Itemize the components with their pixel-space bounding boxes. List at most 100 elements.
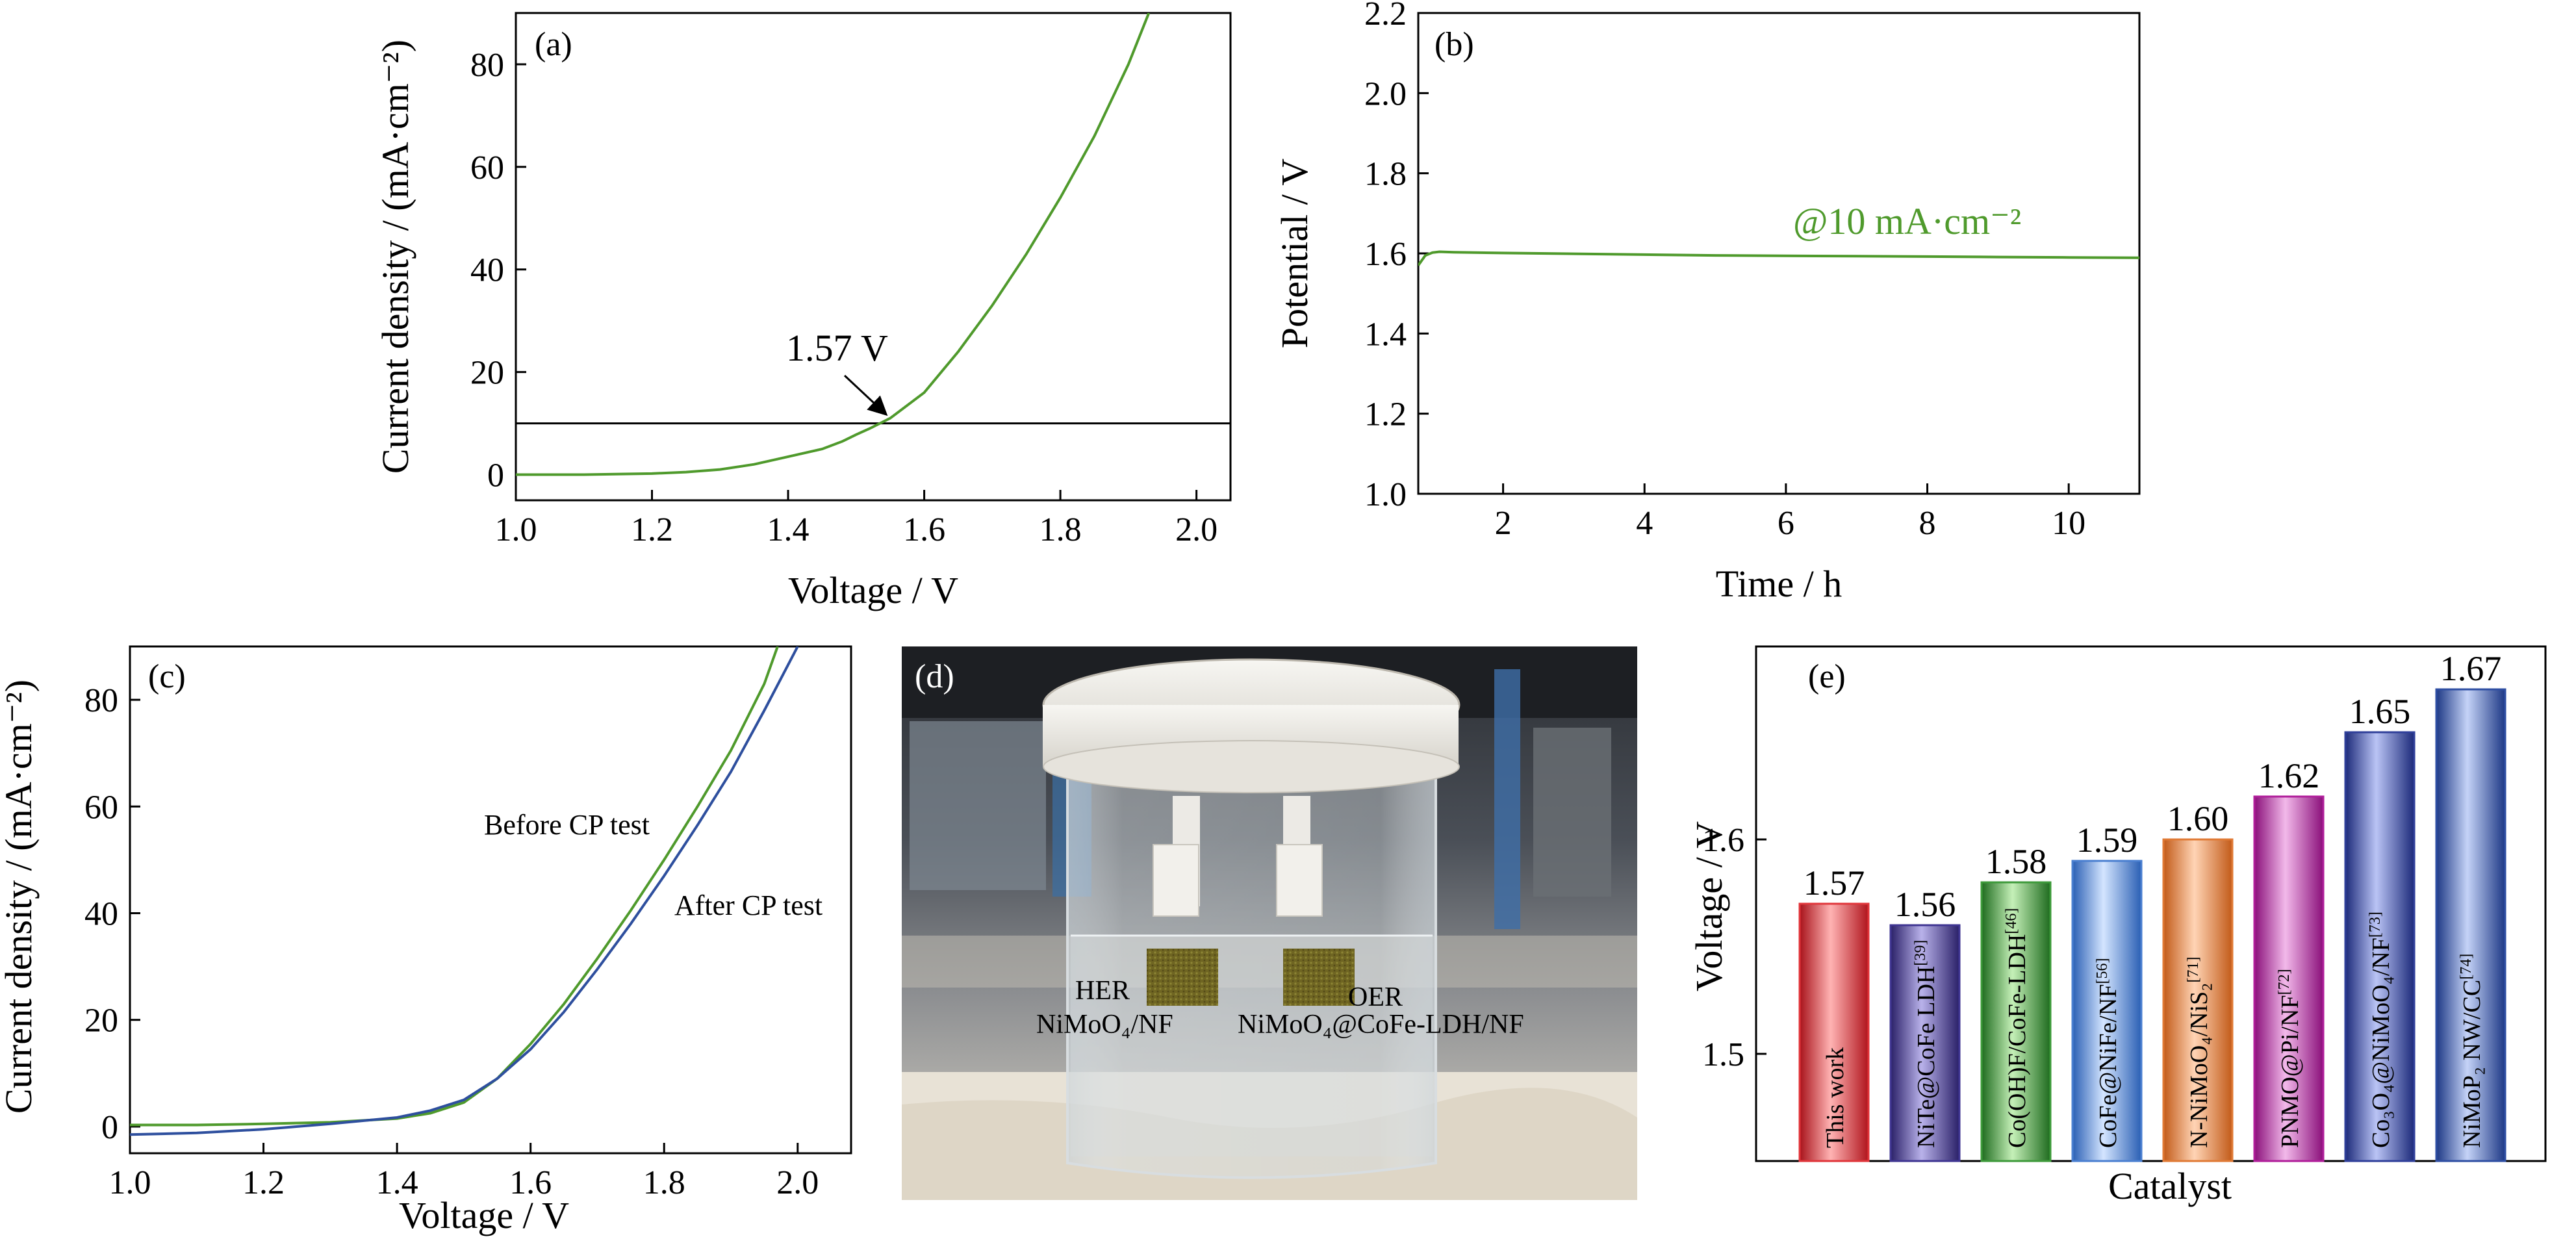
panel-a-frame [515, 12, 1232, 502]
panel-a-annotation-arrow [843, 374, 888, 416]
bar-category-label: NiMoP₂ NW/CC[74] [2458, 954, 2486, 1148]
legend-before-cp: Before CP test [484, 809, 650, 841]
x-tick-label: 10 [2052, 505, 2085, 542]
x-tick-label: 1.6 [903, 511, 945, 548]
y-tick-label: 1.6 [1702, 822, 1744, 859]
panel-e-frame [1755, 645, 2547, 1162]
panel-e-xlabel: Catalyst [2108, 1165, 2232, 1207]
y-tick-label: 1.4 [1364, 316, 1407, 353]
bar-value-label: 1.60 [2167, 799, 2229, 838]
panel-b-curve [1418, 250, 2139, 266]
panel-a: 1.0 1.2 1.4 1.6 1.8 2.0 0 20 40 60 80 (a) 1.57 V V… [374, 12, 1232, 611]
panel-a-label: (a) [535, 26, 572, 63]
y-tick-label: 80 [84, 682, 118, 719]
x-tick-label: 2 [1495, 505, 1512, 542]
x-tick-label: 6 [1778, 505, 1794, 542]
bar [2435, 688, 2506, 1162]
panel-c-xlabel: Voltage / V [399, 1194, 569, 1236]
y-tick-label: 0 [487, 457, 504, 494]
panel-e-ticks: 1.5 1.6 [1702, 822, 1766, 1073]
bar [2344, 731, 2416, 1162]
bar [2253, 795, 2325, 1162]
panel-b: 2 4 6 8 10 1.0 1.2 1.4 1.6 1.8 2.0 2.2 (b) @10 mA·c… [1273, 0, 2141, 605]
bar-category-label: This work [1822, 1047, 1849, 1148]
panel-c-label: (c) [148, 658, 186, 695]
panel-a-annotation: 1.57 V [786, 327, 888, 369]
x-tick-label: 1.0 [495, 511, 537, 548]
bar-value-label: 1.58 [1985, 842, 2047, 881]
oer-material-label: NiMoO₄@CoFe-LDH/NF [1238, 1010, 1524, 1040]
y-tick-label: 1.0 [1364, 476, 1407, 513]
bar-value-label: 1.62 [2258, 756, 2320, 795]
x-tick-label: 1.4 [767, 511, 810, 548]
y-tick-label: 1.8 [1364, 156, 1407, 193]
oer-label: OER [1348, 982, 1403, 1012]
bar [1798, 902, 1870, 1162]
x-tick-label: 4 [1636, 505, 1653, 542]
bar-value-label: 1.59 [2076, 821, 2138, 860]
bar-value-label: 1.57 [1804, 863, 1865, 902]
her-label: HER [1075, 976, 1130, 1006]
bar-category-label: NiTe@CoFe LDH[39] [1912, 940, 1940, 1148]
panel-d-photo: (d) HER NiMoO₄/NF OER NiMoO₄@CoFe-LDH/NF [902, 646, 1637, 1200]
x-tick-label: 1.4 [376, 1164, 418, 1201]
x-tick-label: 1.8 [643, 1164, 685, 1201]
bar-category-label: N-NiMoO₄/NiS₂[71] [2185, 957, 2213, 1149]
y-tick-label: 20 [470, 355, 504, 392]
x-tick-label: 1.6 [509, 1164, 552, 1201]
x-tick-label: 1.2 [242, 1164, 285, 1201]
bar [2162, 838, 2234, 1162]
panel-e-bars: 1.57 This work 1.56 NiTe@CoFe LDH[39] 1.58 Co… [1798, 649, 2506, 1162]
panel-d-label: (d) [915, 658, 954, 695]
panel-c-curve-before [130, 646, 779, 1127]
panel-c-curve-after [130, 646, 799, 1136]
y-tick-label: 1.5 [1702, 1036, 1744, 1073]
panel-b-label: (b) [1435, 26, 1474, 63]
panel-e-ylabel: Voltage / V [1688, 821, 1730, 991]
bar [1889, 924, 1961, 1162]
her-material-label: NiMoO₄/NF [1036, 1010, 1173, 1040]
x-tick-label: 1.0 [109, 1164, 151, 1201]
y-tick-label: 80 [470, 47, 504, 84]
x-tick-label: 8 [1919, 505, 1936, 542]
y-tick-label: 60 [470, 149, 504, 186]
panel-b-xlabel: Time / h [1716, 563, 1842, 605]
bar-value-label: 1.67 [2440, 649, 2502, 688]
her-electrode [1147, 949, 1218, 1006]
y-tick-label: 1.2 [1364, 396, 1407, 433]
bar [2071, 860, 2143, 1162]
y-tick-label: 20 [84, 1003, 118, 1040]
panel-a-ylabel: Current density / (mA·cm⁻²) [374, 40, 416, 474]
y-tick-label: 2.0 [1364, 75, 1407, 112]
panel-b-ticks: 2 4 6 8 10 1.0 1.2 1.4 1.6 1.8 2.0 2.2 [1364, 0, 2085, 542]
x-tick-label: 1.8 [1039, 511, 1082, 548]
y-tick-label: 60 [84, 789, 118, 826]
panel-c-ticks: 1.0 1.2 1.4 1.6 1.8 2.0 0 20 40 60 80 [84, 682, 819, 1201]
x-tick-label: 2.0 [776, 1164, 819, 1201]
panel-a-xlabel: Voltage / V [788, 569, 958, 611]
oer-electrode [1283, 949, 1355, 1006]
panel-c-frame [129, 645, 852, 1155]
y-tick-label: 40 [84, 896, 118, 933]
panel-a-curve [516, 13, 1151, 476]
bar-category-label: CoFe@NiFe/NF[56] [2094, 958, 2122, 1148]
x-tick-label: 1.2 [631, 511, 673, 548]
y-tick-label: 0 [101, 1109, 118, 1146]
bar-category-label: PNMO@Pi/NF[72] [2276, 969, 2304, 1148]
panel-e-label: (e) [1808, 658, 1846, 695]
bar-value-label: 1.65 [2349, 692, 2411, 731]
y-tick-label: 1.6 [1364, 236, 1407, 273]
panel-b-ylabel: Potential / V [1273, 159, 1316, 348]
y-tick-label: 2.2 [1364, 0, 1407, 32]
bar-category-label: Co(OH)F/CoFe-LDH[46] [2003, 908, 2031, 1148]
panel-a-ticks: 1.0 1.2 1.4 1.6 1.8 2.0 0 20 40 60 80 [470, 47, 1218, 548]
panel-b-annotation: @10 mA·cm⁻² [1793, 200, 2021, 242]
bar [1980, 881, 2052, 1162]
panel-c-ylabel: Current density / (mA·cm⁻²) [0, 680, 40, 1114]
y-tick-label: 40 [470, 252, 504, 289]
bar-category-label: Co₃O₄@NiMoO₄/NF[73] [2367, 912, 2395, 1148]
panel-c: 1.0 1.2 1.4 1.6 1.8 2.0 0 20 40 60 80 (c) Before C… [0, 645, 852, 1236]
x-tick-label: 2.0 [1175, 511, 1218, 548]
legend-after-cp: After CP test [674, 889, 823, 921]
bar-value-label: 1.56 [1894, 885, 1956, 924]
